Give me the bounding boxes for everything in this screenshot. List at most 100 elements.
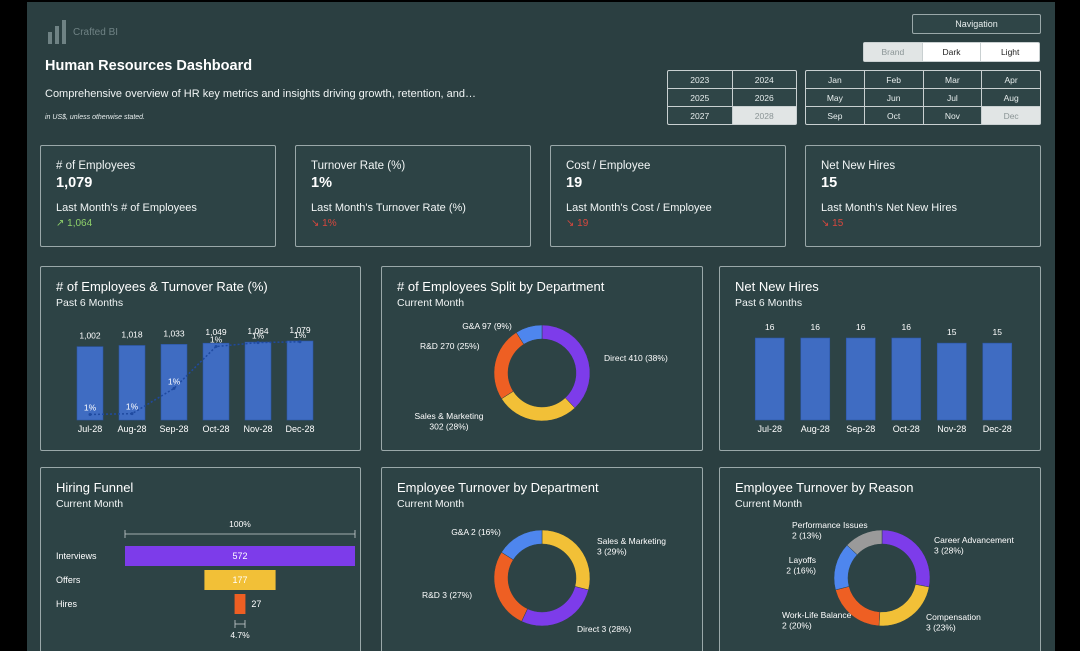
bar <box>244 341 272 421</box>
month-sep-button[interactable]: Sep <box>806 107 864 124</box>
navigation-button[interactable]: Navigation <box>912 14 1041 34</box>
turnover-label: 1% <box>84 402 97 412</box>
bar-value-label: 16 <box>902 322 912 332</box>
turnover-point <box>214 345 218 349</box>
theme-brand-button[interactable]: Brand <box>864 43 922 61</box>
year-2023-button[interactable]: 2023 <box>668 71 732 88</box>
bar <box>845 337 876 421</box>
bar <box>982 342 1013 421</box>
month-mar-button[interactable]: Mar <box>923 71 982 88</box>
slice-label: 302 (28%) <box>429 422 468 432</box>
theme-dark-button[interactable]: Dark <box>921 43 981 61</box>
year-2025-button[interactable]: 2025 <box>668 89 732 106</box>
slice-label: Performance Issues <box>792 520 868 530</box>
month-nov-button[interactable]: Nov <box>923 107 982 124</box>
dashboard-root: Crafted BI Human Resources Dashboard Com… <box>27 2 1055 651</box>
year-2028-button[interactable]: 2028 <box>732 107 796 124</box>
donut-slice <box>501 529 543 561</box>
turnover-label: 1% <box>126 402 139 412</box>
year-2026-button[interactable]: 2026 <box>732 89 796 106</box>
turnover-label: 1% <box>252 331 265 341</box>
theme-light-button[interactable]: Light <box>980 43 1039 61</box>
bar-value-label: 15 <box>993 327 1003 337</box>
page-subtitle: Comprehensive overview of HR key metrics… <box>45 88 477 100</box>
panel-subtitle: Current Month <box>397 297 465 309</box>
month-aug-button[interactable]: Aug <box>982 89 1040 106</box>
kpi-value: 15 <box>821 175 838 191</box>
kpi-last-value: ↗ 1,064 <box>56 218 93 229</box>
month-apr-button[interactable]: Apr <box>982 71 1040 88</box>
slice-label: 3 (28%) <box>934 546 964 556</box>
slice-label: 2 (13%) <box>792 531 822 541</box>
x-tick-label: Oct-28 <box>893 424 920 434</box>
bar <box>160 344 188 421</box>
kpi-card-turnover: Turnover Rate (%) 1% Last Month's Turnov… <box>295 145 531 247</box>
month-feb-button[interactable]: Feb <box>864 71 923 88</box>
month-dec-button[interactable]: Dec <box>982 107 1040 124</box>
bar-value-label: 16 <box>765 322 775 332</box>
turnover-point <box>298 340 302 344</box>
donut-slice <box>521 586 589 627</box>
funnel-bottom-percent: 4.7% <box>230 630 250 640</box>
month-jul-button[interactable]: Jul <box>923 89 982 106</box>
turnover-label: 1% <box>168 376 181 386</box>
hiring-funnel-chart: 100% Interviews 572 Offers 177 Hires 27 4.7% <box>56 519 356 640</box>
bar <box>891 337 922 421</box>
year-2024-button[interactable]: 2024 <box>732 71 796 88</box>
panel-net-new-hires: Net New Hires Past 6 Months 16 Jul-28 16 Au… <box>719 266 1041 451</box>
donut-slice <box>846 529 883 556</box>
panel-subtitle: Past 6 Months <box>735 297 803 309</box>
x-tick-label: Dec-28 <box>983 424 1012 434</box>
x-tick-label: Aug-28 <box>117 424 146 434</box>
theme-switcher: Brand Dark Light <box>863 42 1040 62</box>
x-tick-label: Nov-28 <box>243 424 272 434</box>
panel-subtitle: Past 6 Months <box>56 297 124 309</box>
net-new-hires-chart: 16 Jul-28 16 Aug-28 16 Sep-28 16 Oct-28 15 Nov-28… <box>754 322 1013 434</box>
year-2027-button[interactable]: 2027 <box>668 107 732 124</box>
funnel-value-label: 27 <box>251 599 261 609</box>
donut-slice <box>881 529 931 588</box>
bar-chart-logo-icon <box>48 20 66 44</box>
bar <box>800 337 831 421</box>
slice-label: Direct 410 (38%) <box>604 353 668 363</box>
x-tick-label: Sep-28 <box>846 424 875 434</box>
kpi-last-value: ↘ 1% <box>311 218 337 229</box>
slice-label: Compensation <box>926 612 981 622</box>
bar <box>286 340 314 421</box>
donut-slice <box>541 529 591 591</box>
turnover-point <box>172 386 176 390</box>
kpi-last-value: ↘ 15 <box>821 218 844 229</box>
slice-label: Work-Life Balance <box>782 610 852 620</box>
bar <box>202 342 230 421</box>
funnel-value-label: 572 <box>232 551 247 561</box>
bar-value-label: 1,018 <box>121 329 143 339</box>
bar-value-label: 1,033 <box>163 328 185 338</box>
donut-slice <box>515 324 543 345</box>
slice-label: 2 (20%) <box>782 621 812 631</box>
month-may-button[interactable]: May <box>806 89 864 106</box>
bar-value-label: 1,049 <box>205 327 227 337</box>
kpi-last-label: Last Month's Turnover Rate (%) <box>311 202 466 214</box>
month-oct-button[interactable]: Oct <box>864 107 923 124</box>
currency-note: in US$, unless otherwise stated. <box>45 114 145 121</box>
employees-turnover-chart: 1,002 Jul-28 1,018 Aug-28 1,033 Sep-28 1,049 Oc… <box>76 325 315 434</box>
kpi-last-label: Last Month's Cost / Employee <box>566 202 712 214</box>
x-tick-label: Jul-28 <box>757 424 782 434</box>
x-tick-label: Sep-28 <box>159 424 188 434</box>
bar <box>754 337 785 421</box>
donut-slice <box>493 551 528 622</box>
month-jun-button[interactable]: Jun <box>864 89 923 106</box>
kpi-last-label: Last Month's Net New Hires <box>821 202 957 214</box>
funnel-top-percent: 100% <box>229 519 251 529</box>
bar-value-label: 1,079 <box>289 325 311 335</box>
slice-label: R&D 3 (27%) <box>422 590 472 600</box>
kpi-value: 1,079 <box>56 175 93 191</box>
month-jan-button[interactable]: Jan <box>806 71 864 88</box>
turnover-point <box>88 412 92 416</box>
donut-slice <box>833 544 858 591</box>
funnel-value-label: 177 <box>232 575 247 585</box>
x-tick-label: Jul-28 <box>78 424 103 434</box>
x-tick-label: Oct-28 <box>202 424 229 434</box>
x-tick-label: Aug-28 <box>801 424 830 434</box>
